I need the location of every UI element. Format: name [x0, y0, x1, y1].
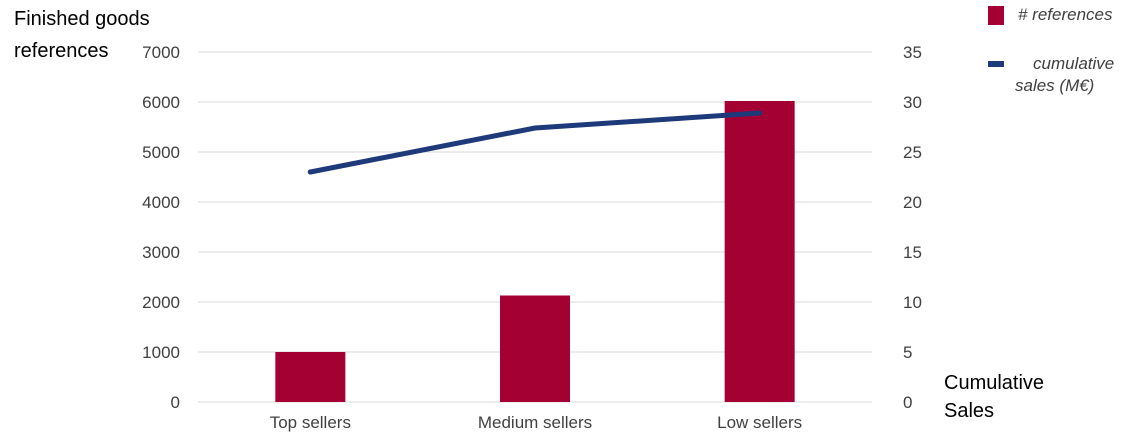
cumulative-sales-point	[757, 110, 763, 116]
left-axis-tick-label: 3000	[142, 243, 180, 262]
left-axis-tick-label: 0	[171, 393, 180, 412]
legend-cumulative-sales-label-line-1: cumulative	[1033, 54, 1114, 73]
right-axis-tick-label: 5	[903, 343, 912, 362]
right-axis-tick-label: 20	[903, 193, 922, 212]
right-axis-ticks: 0 5 10 15 20 25 30 35	[903, 43, 922, 412]
bars	[275, 101, 795, 402]
bar-low-sellers	[724, 101, 795, 402]
left-axis-title-line-1: Finished goods	[14, 8, 150, 30]
x-axis-tick-label: Top sellers	[270, 413, 351, 432]
left-axis-title-line-2: references	[14, 40, 109, 62]
cumulative-sales-line-group	[307, 110, 763, 175]
legend-references-swatch	[988, 6, 1004, 25]
cumulative-sales-line	[307, 110, 763, 175]
left-axis-tick-label: 7000	[142, 43, 180, 62]
right-axis-title-line-2: Sales	[944, 400, 994, 422]
left-axis-ticks: 0 1000 2000 3000 4000 5000 6000 7000	[142, 43, 180, 412]
legend-references-label: # references	[1018, 5, 1113, 24]
legend-cumulative-sales-label-line-2: sales (M€)	[1015, 76, 1094, 95]
right-axis-tick-label: 30	[903, 93, 922, 112]
legend-cumulative-sales-swatch	[988, 61, 1004, 67]
bar-medium-sellers	[500, 295, 570, 402]
legend: # references cumulative sales (M€)	[988, 5, 1114, 95]
left-axis-tick-label: 2000	[142, 293, 180, 312]
right-axis-tick-label: 0	[903, 393, 912, 412]
x-axis-tick-label: Medium sellers	[478, 413, 592, 432]
right-axis-tick-label: 25	[903, 143, 922, 162]
x-axis-ticks: Top sellers Medium sellers Low sellers	[270, 413, 802, 432]
right-axis-tick-label: 35	[903, 43, 922, 62]
right-axis-tick-label: 15	[903, 243, 922, 262]
right-axis-tick-label: 10	[903, 293, 922, 312]
bar-top-sellers	[275, 352, 346, 402]
right-axis-title-line-1: Cumulative	[944, 372, 1044, 394]
left-axis-tick-label: 1000	[142, 343, 180, 362]
left-axis-tick-label: 6000	[142, 93, 180, 112]
cumulative-sales-point	[307, 169, 313, 175]
cumulative-sales-point	[532, 125, 538, 131]
left-axis-tick-label: 5000	[142, 143, 180, 162]
left-axis-tick-label: 4000	[142, 193, 180, 212]
x-axis-tick-label: Low sellers	[717, 413, 802, 432]
